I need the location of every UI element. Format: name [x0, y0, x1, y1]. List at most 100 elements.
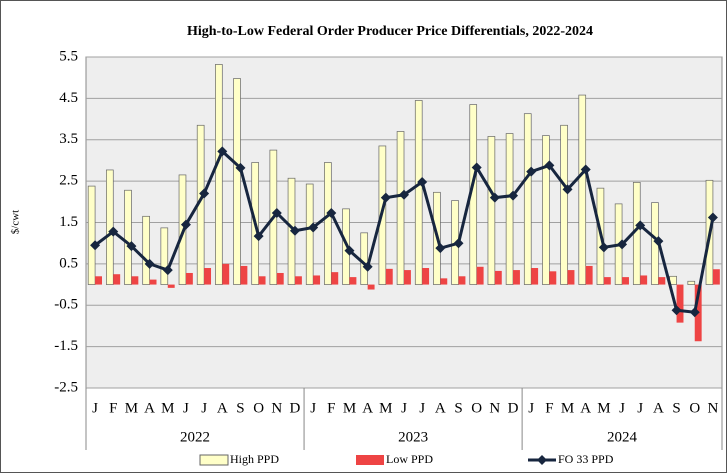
line-marker	[344, 245, 355, 256]
bar	[313, 275, 321, 285]
x-tick-label: A	[580, 400, 591, 416]
bar	[422, 268, 430, 285]
line-marker	[144, 258, 155, 269]
bar	[204, 268, 212, 285]
x-tick-label: J	[92, 400, 98, 416]
line-marker	[598, 242, 609, 253]
y-tick-label: 2.5	[59, 173, 78, 189]
x-tick-label: S	[236, 400, 244, 416]
bar	[505, 133, 514, 285]
x-tick-label: J	[419, 400, 425, 416]
line-marker	[508, 190, 519, 201]
line-marker	[180, 219, 191, 230]
line-marker	[380, 192, 391, 203]
bar	[142, 215, 150, 285]
line-marker	[399, 189, 409, 200]
x-tick-label: M	[379, 400, 392, 416]
line-marker	[162, 265, 173, 276]
bar	[585, 265, 593, 285]
x-tick-label: A	[362, 400, 373, 416]
x-tick-label: N	[271, 400, 282, 416]
y-tick-label: 1.5	[59, 214, 78, 230]
bar	[440, 278, 448, 285]
line-marker	[362, 261, 373, 272]
x-tick-label: M	[161, 400, 174, 416]
x-tick-label: A	[653, 400, 664, 416]
line-marker	[435, 243, 446, 254]
bar	[487, 136, 496, 285]
line-marker	[217, 146, 228, 157]
line-marker	[617, 239, 628, 250]
x-tick-label: A	[217, 400, 228, 416]
group-label: 2022	[180, 429, 210, 445]
line-marker	[689, 307, 700, 318]
line-marker	[671, 305, 682, 316]
x-tick-label: A	[435, 400, 446, 416]
y-tick-label: -1.5	[54, 338, 78, 354]
bar	[222, 263, 230, 285]
bar	[542, 135, 550, 285]
bar	[113, 274, 121, 285]
bar	[658, 277, 666, 285]
bar	[305, 183, 314, 285]
x-tick-label: M	[125, 400, 138, 416]
x-tick-label: J	[310, 400, 316, 416]
x-tick-label: O	[689, 400, 700, 416]
x-tick-label: F	[109, 400, 117, 416]
y-tick-label: 0.5	[59, 255, 78, 271]
bar	[233, 78, 241, 285]
bar	[676, 284, 684, 323]
x-tick-label: N	[489, 400, 500, 416]
line-marker	[271, 207, 282, 218]
y-tick-label: 5.5	[59, 48, 78, 64]
line-marker	[417, 176, 428, 187]
y-tick-label: -0.5	[54, 297, 78, 313]
bar	[687, 280, 696, 285]
y-tick-label: 4.5	[59, 90, 78, 106]
y-tick-label: -2.5	[54, 379, 78, 395]
legend-label: Low PPD	[386, 452, 433, 466]
bar	[513, 270, 520, 285]
bar	[240, 265, 248, 285]
bar	[367, 284, 375, 290]
bar	[276, 272, 284, 285]
bar	[258, 276, 266, 285]
bar	[549, 271, 557, 285]
bar	[404, 270, 411, 285]
bar	[712, 269, 720, 285]
legend-label: FO 33 PPD	[558, 452, 614, 466]
y-tick-label: 3.5	[59, 131, 78, 147]
line-marker	[544, 160, 555, 171]
bar	[385, 268, 393, 285]
x-tick-label: S	[454, 400, 462, 416]
x-tick-label: J	[401, 400, 407, 416]
y-axis-label: $/cwt	[10, 210, 22, 234]
x-tick-label: J	[637, 400, 643, 416]
bar	[640, 275, 648, 285]
bar	[567, 270, 575, 285]
legend-swatch	[356, 455, 384, 465]
bar	[476, 266, 484, 285]
bar	[95, 276, 102, 285]
bar	[494, 270, 502, 285]
x-tick-label: J	[183, 400, 189, 416]
line-marker	[635, 220, 646, 231]
bar	[349, 277, 357, 285]
x-tick-label: O	[471, 400, 482, 416]
line-marker	[707, 212, 718, 223]
bar	[531, 268, 539, 285]
bar	[294, 276, 302, 285]
x-tick-label: M	[343, 400, 356, 416]
x-tick-label: N	[707, 400, 718, 416]
line-marker	[489, 192, 500, 203]
bar	[396, 131, 405, 285]
x-tick-label: M	[597, 400, 610, 416]
bar	[106, 169, 114, 285]
bar	[149, 279, 157, 285]
bar	[458, 276, 466, 285]
bar	[603, 277, 611, 285]
line-marker	[199, 188, 210, 199]
x-tick-label: S	[672, 400, 680, 416]
bar	[414, 100, 423, 285]
